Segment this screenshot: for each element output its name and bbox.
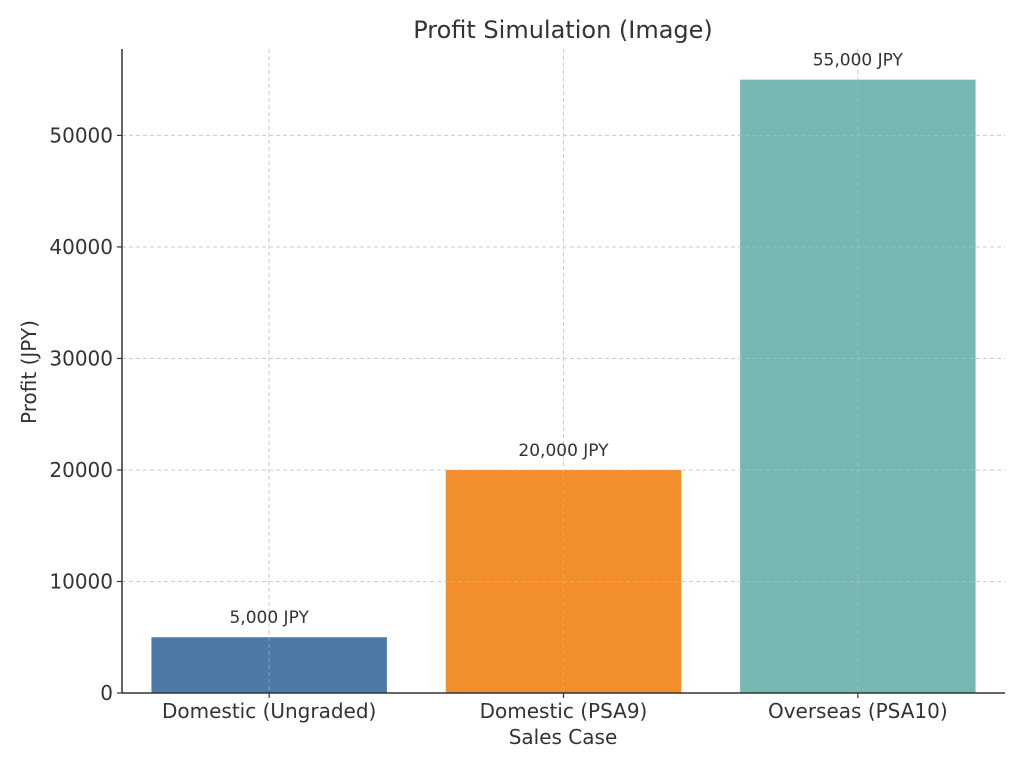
- chart-title: Profit Simulation (Image): [413, 16, 713, 44]
- data-labels: 5,000 JPY 20,000 JPY 55,000 JPY: [229, 51, 903, 629]
- y-tick-label: 0: [100, 681, 113, 705]
- y-tick-label: 20000: [49, 458, 113, 482]
- y-tick-label: 50000: [49, 123, 113, 147]
- y-tick-label: 40000: [49, 235, 113, 259]
- y-tick-label: 10000: [49, 569, 113, 593]
- x-tick-label: Domestic (PSA9): [480, 699, 648, 723]
- x-axis-title: Sales Case: [509, 725, 618, 749]
- bar-value-label: 5,000 JPY: [229, 608, 309, 628]
- axes: 0 10000 20000 30000 40000 50000 Domestic (Ungr…: [49, 49, 1005, 723]
- y-tick-label: 30000: [49, 346, 113, 370]
- y-axis-title: Profit (JPY): [17, 320, 41, 424]
- x-tick-label: Overseas (PSA10): [768, 699, 948, 723]
- bar-value-label: 55,000 JPY: [813, 51, 904, 71]
- bars: [122, 49, 1005, 694]
- bar-value-label: 20,000 JPY: [518, 441, 609, 461]
- x-tick-label: Domestic (Ungraded): [162, 699, 376, 723]
